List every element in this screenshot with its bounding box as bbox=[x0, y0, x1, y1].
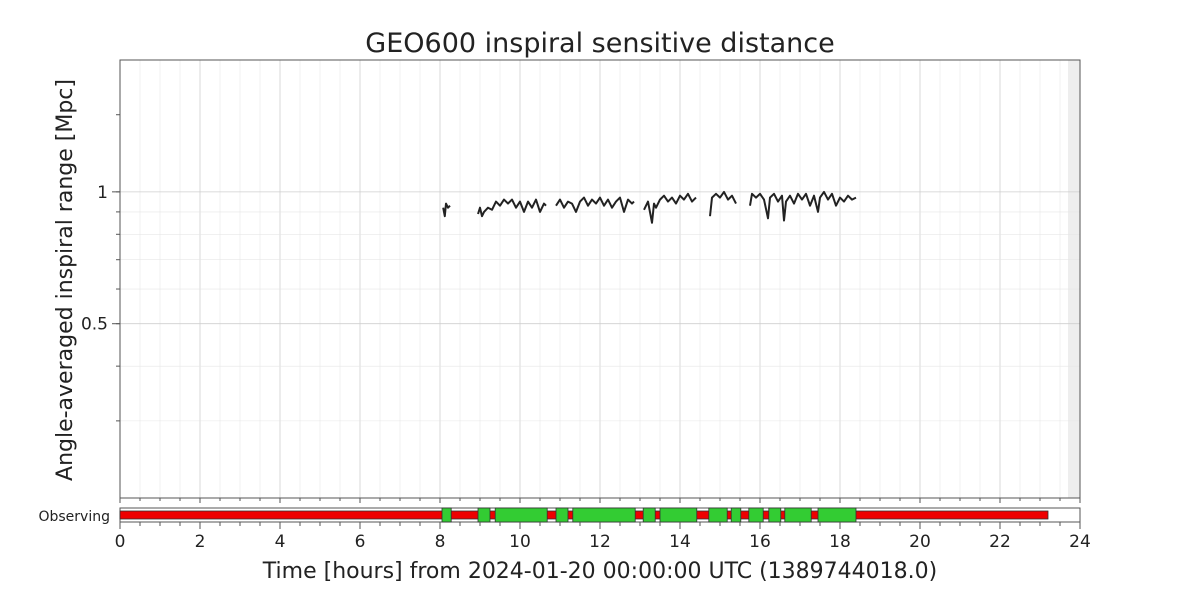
state-bar-on-segment bbox=[659, 507, 698, 523]
state-bar-segments bbox=[119, 507, 1049, 523]
x-tick-label: 0 bbox=[115, 532, 126, 552]
x-tick-label: 10 bbox=[509, 532, 531, 552]
x-tick-label: 14 bbox=[669, 532, 691, 552]
x-tick-label: 2 bbox=[195, 532, 206, 552]
x-tick-label: 20 bbox=[909, 532, 931, 552]
range-series-segment bbox=[477, 198, 547, 218]
series-group bbox=[442, 190, 857, 224]
state-bar-on-segment bbox=[572, 507, 636, 523]
range-series-segment bbox=[643, 192, 697, 224]
state-bar-on-segment bbox=[477, 507, 491, 523]
grid bbox=[119, 60, 1081, 498]
state-bar-on-segment bbox=[708, 507, 728, 523]
range-series-segment bbox=[555, 196, 635, 213]
observing-state-bar: Observing 0 2 4 6 8 10 12 14 16 18 20 22 24 bbox=[38, 498, 1091, 552]
x-tick-label: 18 bbox=[829, 532, 851, 552]
state-bar-on-segment bbox=[768, 507, 782, 523]
state-bar-label: Observing bbox=[38, 509, 110, 525]
state-bar-on-segment bbox=[642, 507, 656, 523]
x-tick-label: 24 bbox=[1069, 532, 1091, 552]
state-bar-on-segment bbox=[748, 507, 764, 523]
y-tick-label: 0.5 bbox=[81, 315, 108, 335]
x-axis-label: Time [hours] from 2024-01-20 00:00:00 UT… bbox=[262, 559, 937, 584]
chart-title: GEO600 inspiral sensitive distance bbox=[365, 28, 834, 59]
state-bar-on-segment bbox=[494, 507, 548, 523]
y-axis: 0.51 bbox=[81, 114, 120, 422]
y-axis-label: Angle-averaged inspiral range [Mpc] bbox=[53, 79, 78, 481]
range-series-segment bbox=[442, 202, 451, 218]
range-series-segment bbox=[749, 190, 857, 222]
x-tick-label: 12 bbox=[589, 532, 611, 552]
plot-area: 0.51 bbox=[81, 59, 1081, 499]
x-tick-label: 4 bbox=[275, 532, 286, 552]
unavailable-region bbox=[1068, 60, 1080, 498]
range-series-segment bbox=[709, 190, 737, 217]
state-bar-on-segment bbox=[817, 507, 857, 523]
state-bar-on-segment bbox=[441, 507, 452, 523]
state-bar-on-segment bbox=[730, 507, 742, 523]
y-tick-label: 1 bbox=[97, 183, 108, 203]
state-bar-on-segment bbox=[555, 507, 569, 523]
x-tick-label: 16 bbox=[749, 532, 771, 552]
x-axis: 0 2 4 6 8 10 12 14 16 18 20 22 24 bbox=[115, 498, 1091, 552]
x-tick-label: 8 bbox=[435, 532, 446, 552]
state-bar-on-segment bbox=[784, 507, 812, 523]
x-tick-label: 6 bbox=[355, 532, 366, 552]
x-tick-label: 22 bbox=[989, 532, 1011, 552]
